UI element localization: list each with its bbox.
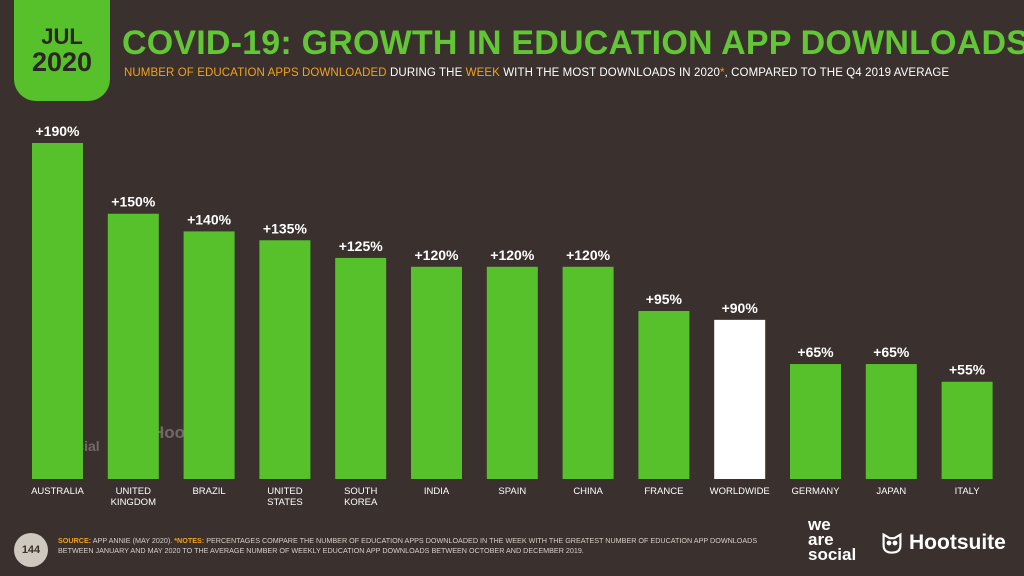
bar-spain xyxy=(486,266,538,479)
category-label: STATES xyxy=(267,497,303,508)
category-label: FRANCE xyxy=(644,486,683,497)
category-label: INDIA xyxy=(424,486,450,497)
data-label: +150% xyxy=(111,194,156,210)
notes-text: PERCENTAGES COMPARE THE NUMBER OF EDUCAT… xyxy=(58,536,758,555)
bar-australia xyxy=(32,143,83,479)
notes-label: *NOTES: xyxy=(174,536,205,545)
bar-france xyxy=(638,311,690,479)
we-are-social-logo: we are social xyxy=(808,515,857,564)
data-label: +65% xyxy=(873,344,910,360)
category-label: GERMANY xyxy=(791,486,840,497)
data-label: +120% xyxy=(566,247,611,263)
chart-subtitle: NUMBER OF EDUCATION APPS DOWNLOADED DURI… xyxy=(124,67,949,79)
category-label: ITALY xyxy=(955,486,981,497)
logo-line-1: we xyxy=(808,515,831,534)
data-label: +140% xyxy=(187,211,232,227)
category-label: KOREA xyxy=(344,497,378,508)
data-label: +55% xyxy=(949,362,986,378)
hootsuite-logo-text: Hootsuite xyxy=(909,531,1006,554)
page-number: 144 xyxy=(14,533,48,567)
category-label: AUSTRALIA xyxy=(31,486,84,497)
category-label: SPAIN xyxy=(498,486,526,497)
data-label: +135% xyxy=(263,220,308,236)
subtitle-part-5: * xyxy=(719,67,725,79)
logo-line-2: are xyxy=(808,529,834,549)
source-label: SOURCE: xyxy=(58,536,92,545)
bar-germany xyxy=(790,364,841,479)
data-label: +125% xyxy=(339,238,384,254)
subtitle-part-4: WITH THE MOST DOWNLOADS IN 2020 xyxy=(499,67,720,79)
category-label: CHINA xyxy=(573,486,603,497)
subtitle-part-2: DURING THE xyxy=(386,67,466,79)
bar-united-kingdom xyxy=(107,213,159,479)
hootsuite-logo: Hootsuite xyxy=(880,531,1006,555)
data-label: +95% xyxy=(646,291,683,307)
category-label: WORLDWIDE xyxy=(710,486,770,497)
category-label: JAPAN xyxy=(876,486,906,497)
bar-india xyxy=(411,266,462,479)
logo-line-3: social xyxy=(808,544,857,564)
footnote: SOURCE: APP ANNIE (MAY 2020). *NOTES: PE… xyxy=(58,536,788,555)
data-label: +90% xyxy=(722,300,759,316)
bar-worldwide xyxy=(714,319,766,479)
bar-united-states xyxy=(259,240,311,479)
bar-brazil xyxy=(183,231,235,479)
category-label: UNITED xyxy=(116,486,152,497)
data-label: +120% xyxy=(415,247,460,263)
bar-japan xyxy=(865,364,917,479)
subtitle-part-1: NUMBER OF EDUCATION APPS DOWNLOADED xyxy=(124,67,387,79)
badge-month: JUL xyxy=(41,23,83,49)
data-label: +120% xyxy=(490,247,535,263)
bar-italy xyxy=(941,381,993,479)
date-badge: JUL 2020 xyxy=(14,0,110,101)
data-label: +65% xyxy=(797,344,834,360)
bar-china xyxy=(562,266,614,479)
category-label: KINGDOM xyxy=(111,497,156,508)
bar-south-korea xyxy=(335,257,387,479)
category-label: UNITED xyxy=(267,486,303,497)
owl-icon xyxy=(882,532,902,554)
data-label: +190% xyxy=(36,123,81,139)
badge-year: 2020 xyxy=(31,46,93,77)
source-text: APP ANNIE (MAY 2020). xyxy=(91,536,175,545)
subtitle-part-6: , COMPARED TO THE Q4 2019 AVERAGE xyxy=(724,67,950,79)
chart-title: COVID-19: GROWTH IN EDUCATION APP DOWNLO… xyxy=(122,24,1024,62)
subtitle-part-3: WEEK xyxy=(465,67,500,79)
category-label: BRAZIL xyxy=(192,486,225,497)
category-label: SOUTH xyxy=(344,486,377,497)
